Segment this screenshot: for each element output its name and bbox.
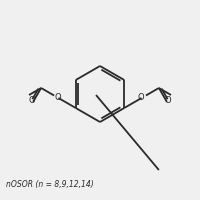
Text: O: O (164, 96, 170, 105)
Text: nOSOR (n = 8,9,12,14): nOSOR (n = 8,9,12,14) (6, 180, 93, 189)
Text: O: O (29, 96, 35, 105)
Text: O: O (137, 93, 143, 102)
Text: O: O (54, 92, 61, 101)
